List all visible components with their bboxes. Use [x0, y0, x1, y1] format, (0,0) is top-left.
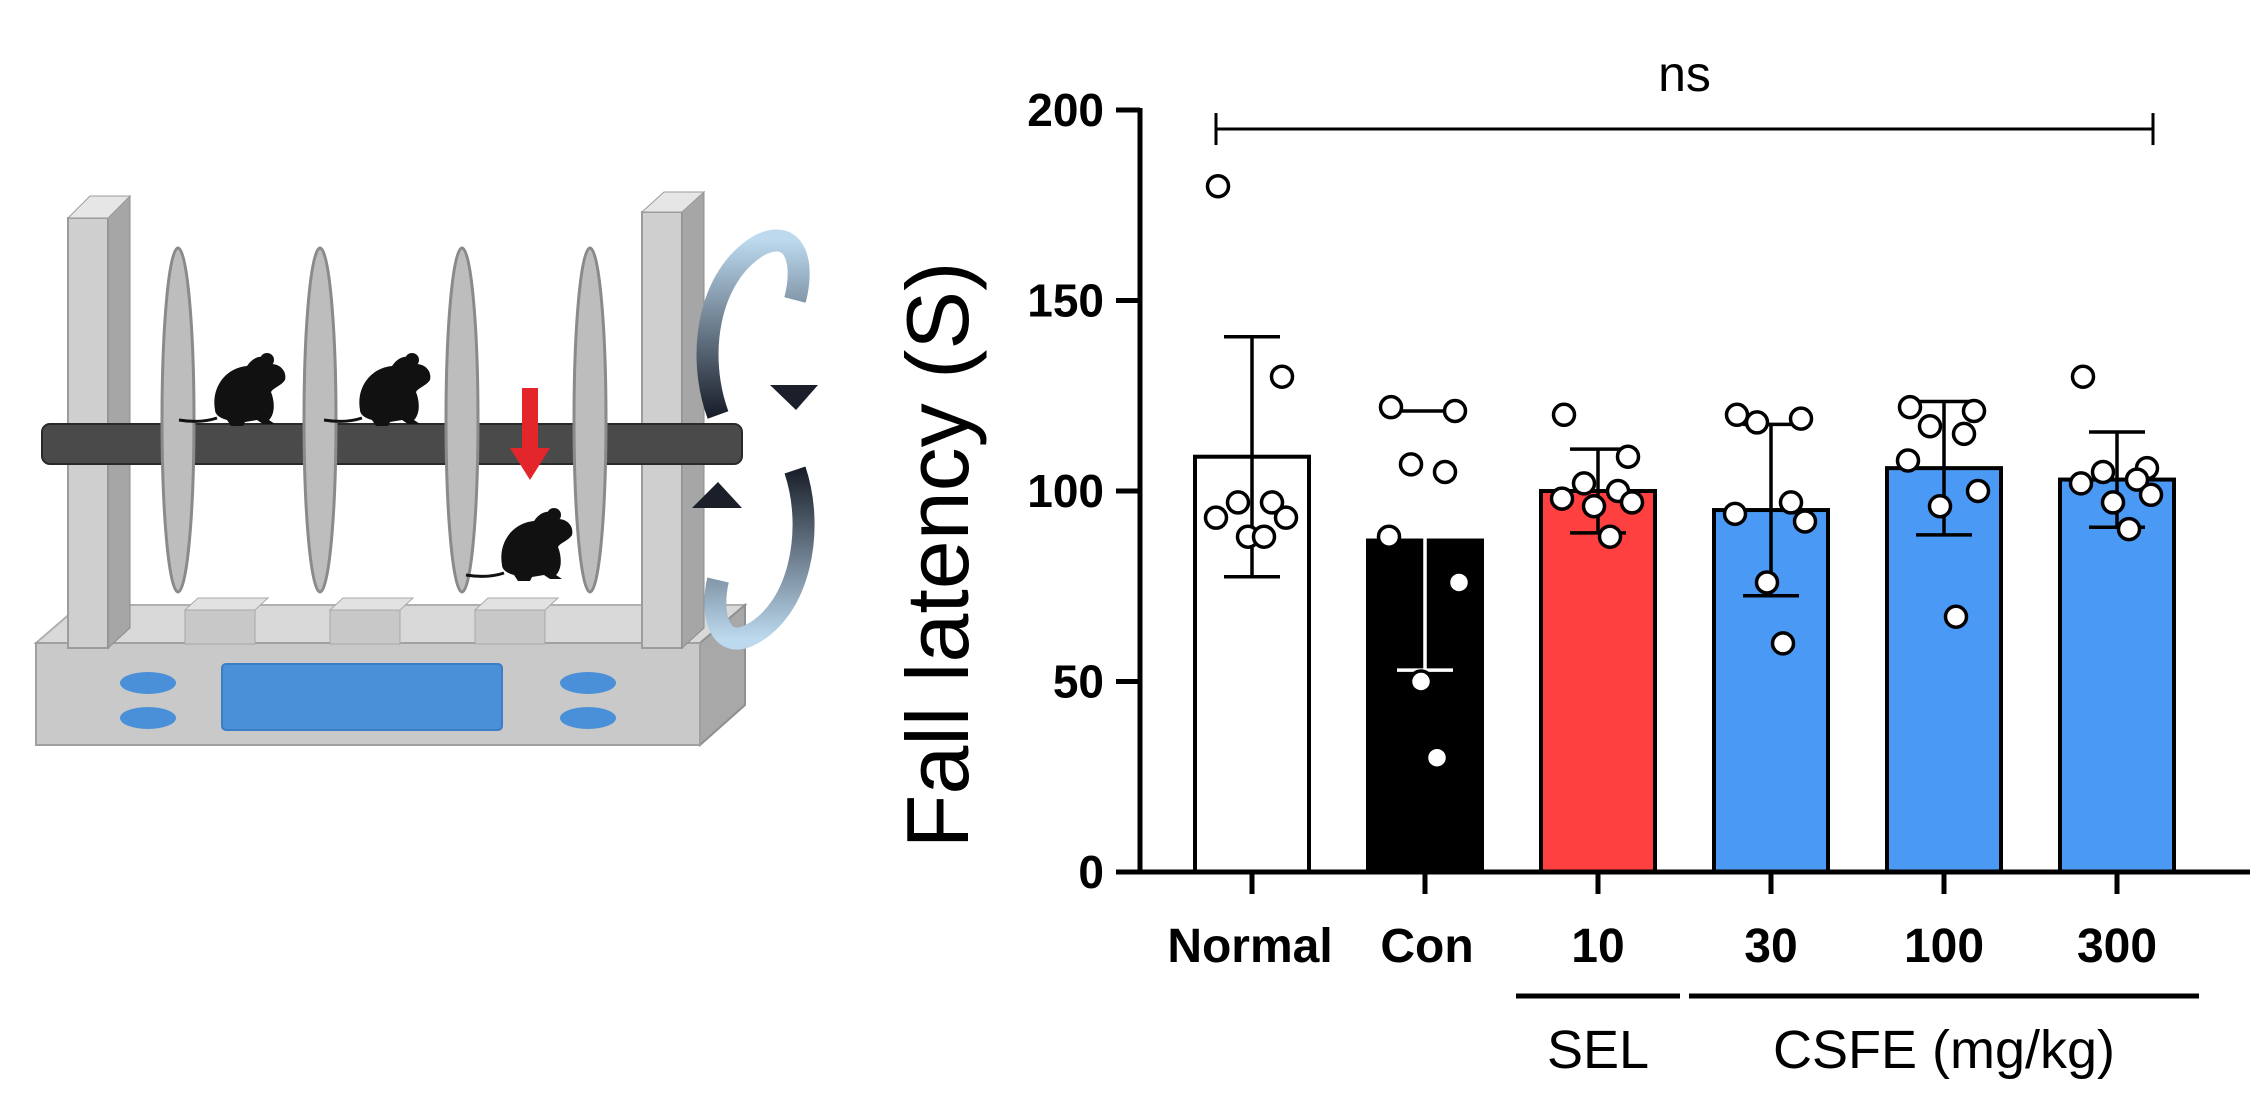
data-point [2100, 490, 2126, 515]
rotarod-base-icon [33, 597, 748, 748]
data-point [1259, 490, 1285, 515]
data-point [1897, 394, 1923, 420]
group-labels: SEL CSFE (mg/kg) [1516, 993, 2199, 1080]
data-point [1778, 490, 1804, 515]
error-bars [1224, 334, 2145, 672]
data-point [1724, 402, 1750, 428]
group-label: CSFE (mg/kg) [1773, 1020, 2115, 1080]
data-point [1269, 364, 1295, 389]
data-point [1597, 524, 1623, 549]
x-tick-label: 300 [2077, 920, 2157, 973]
x-tick-label: 30 [1744, 920, 1797, 973]
data-point [1203, 505, 1229, 530]
y-axis-label: Fall latency (S) [888, 262, 987, 849]
rotation-arrows-icon [692, 229, 818, 650]
data-point [1951, 421, 1977, 447]
data-point [1571, 471, 1597, 496]
data-point [1619, 490, 1645, 515]
x-tick-label: Normal [1167, 920, 1332, 973]
data-point [1446, 570, 1472, 595]
x-axis: Normal Con 10 30 100 300 [1138, 869, 2250, 973]
data-point [1788, 406, 1814, 431]
x-tick-label: 100 [1904, 920, 1984, 973]
data-point [1895, 448, 1921, 473]
y-tick-label: 0 [1078, 846, 1104, 898]
x-tick-label: 10 [1571, 920, 1624, 973]
data-point [1225, 490, 1251, 515]
data-point [2138, 482, 2164, 508]
data-point [1549, 486, 1575, 511]
data-point [1744, 410, 1770, 435]
y-tick-label: 150 [1027, 275, 1104, 327]
data-point [2124, 467, 2150, 492]
data-point [2070, 364, 2096, 389]
data-point [1432, 459, 1458, 485]
data-point [1927, 493, 1953, 519]
bars [1193, 454, 2176, 875]
data-point [1408, 669, 1434, 694]
rotarod-illustration [33, 190, 818, 748]
data-point [1770, 631, 1796, 656]
bar-10 [1539, 489, 1657, 874]
data-point [1943, 604, 1969, 629]
rotarod-dividers [160, 246, 608, 594]
y-axis: 0 50 100 150 200 [1027, 84, 1143, 898]
data-point [1961, 398, 1987, 424]
data-point [1273, 505, 1299, 530]
data-point [1965, 478, 1991, 504]
data-point [1615, 444, 1641, 469]
significance-label: ns [1658, 46, 1711, 102]
data-point [2090, 459, 2116, 485]
red-arrow-down-icon [510, 388, 550, 480]
data-point [2068, 471, 2094, 496]
data-point [1754, 570, 1780, 595]
data-point [1722, 501, 1748, 527]
data-point [1251, 524, 1277, 549]
mouse-icon [322, 351, 432, 428]
significance-bracket: ns [1214, 46, 2155, 146]
mouse-icon [464, 506, 574, 583]
data-point [1378, 394, 1404, 420]
y-tick-label: 100 [1027, 465, 1104, 517]
y-tick-label: 50 [1053, 656, 1104, 708]
rotarod-rod [41, 423, 743, 465]
data-point [1792, 509, 1818, 534]
data-point [1424, 745, 1450, 770]
data-point [2116, 516, 2142, 542]
data-point [1205, 173, 1231, 199]
y-tick-label: 200 [1027, 84, 1104, 136]
x-tick-label: Con [1380, 920, 1473, 973]
bar-chart: Fall latency (S) 0 50 100 150 200 ns Normal C… [888, 46, 2250, 1080]
data-point [1581, 493, 1607, 519]
data-point [1551, 402, 1577, 428]
data-points [1203, 173, 2164, 770]
data-point [1376, 524, 1402, 549]
bar-300 [2058, 477, 2176, 874]
data-point [1917, 413, 1943, 439]
data-point [1398, 452, 1424, 477]
group-label: SEL [1547, 1020, 1649, 1080]
data-point [1442, 398, 1468, 424]
